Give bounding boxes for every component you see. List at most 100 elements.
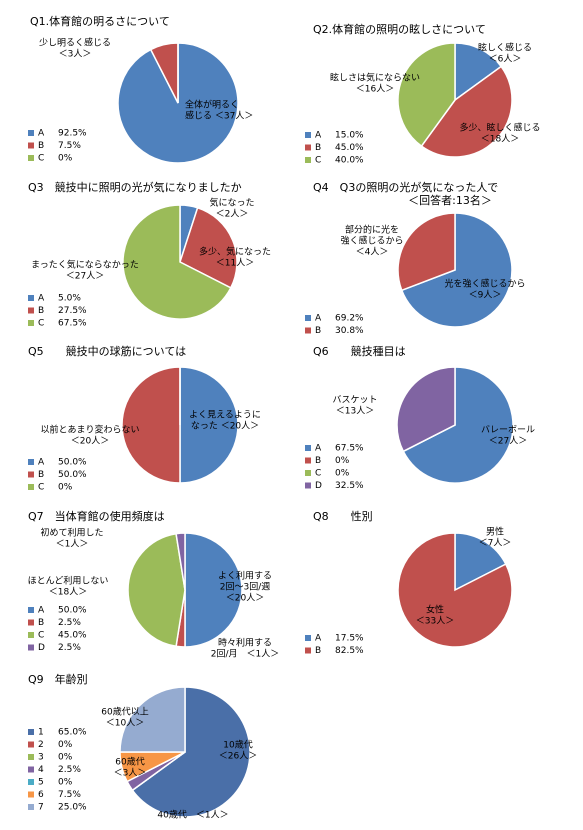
legend-label: D xyxy=(38,643,45,653)
pie-slice xyxy=(119,686,186,753)
legend-value: 50.0% xyxy=(58,470,87,480)
legend-label: C xyxy=(315,469,321,479)
slice-label: ＜3人＞ xyxy=(59,49,92,60)
pie-slice xyxy=(179,366,239,484)
legend-label: B xyxy=(315,143,321,153)
legend-label: A xyxy=(315,131,322,141)
legend-label: B xyxy=(38,141,44,151)
pie-slice xyxy=(454,42,503,102)
pie-slice xyxy=(397,212,456,292)
legend-label: A xyxy=(315,314,322,324)
slice-label: 強く感じるから xyxy=(340,235,403,247)
slice-label: 時々利用する xyxy=(218,637,272,649)
legend-swatch xyxy=(28,779,34,785)
slice-label: 多少、眩しく感じる xyxy=(459,122,540,134)
legend-label: B xyxy=(38,618,44,628)
legend-value: 40.0% xyxy=(335,156,364,166)
legend-swatch xyxy=(305,157,311,163)
legend-swatch xyxy=(28,295,34,301)
legend-swatch xyxy=(28,607,34,613)
slice-label: ＜9人＞ xyxy=(469,290,502,301)
legend-swatch xyxy=(28,766,34,773)
slice-label: ＜20人＞ xyxy=(71,436,109,447)
slice-label: ＜10人＞ xyxy=(106,718,144,729)
slice-label: ＜6人＞ xyxy=(489,54,522,65)
legend-swatch xyxy=(28,155,34,161)
slice-label: 2回～3回/週 xyxy=(220,582,271,593)
chart-subtitle: ＜回答者:13名＞ xyxy=(408,193,492,207)
slice-label: よく見えるように xyxy=(189,410,261,421)
legend-swatch xyxy=(305,132,311,138)
pie-slice xyxy=(396,366,456,453)
slice-label: ＜27人＞ xyxy=(489,436,527,447)
pie-slice xyxy=(420,65,513,158)
slice-label: 多少、気になった xyxy=(199,246,271,258)
legend-value: 50.0% xyxy=(58,458,87,468)
legend-value: 67.5% xyxy=(335,444,364,454)
legend-swatch xyxy=(305,482,311,489)
slice-label: ＜3人＞ xyxy=(114,768,147,779)
legend-label: 4 xyxy=(38,765,44,775)
legend-value: 0% xyxy=(58,778,73,788)
slice-label: 眩しく感じる xyxy=(478,42,532,54)
legend-value: 15.0% xyxy=(335,131,364,141)
slice-label: ＜33人＞ xyxy=(416,616,454,627)
legend-value: 7.5% xyxy=(58,790,81,800)
slice-label: 60歳代 xyxy=(115,756,144,768)
legend-label: A xyxy=(38,458,45,468)
chart-title: Q1.体育館の明るさについて xyxy=(30,14,170,28)
legend-swatch xyxy=(28,484,34,490)
legend-value: 69.2% xyxy=(335,314,364,324)
pie-slice xyxy=(397,532,513,648)
pie-slice xyxy=(127,532,186,648)
chart-title: Q5 競技中の球筋については xyxy=(28,344,186,358)
slice-label: ＜13人＞ xyxy=(336,406,374,417)
legend-swatch xyxy=(28,632,34,638)
legend-value: 0% xyxy=(335,469,350,479)
legend-value: 27.5% xyxy=(58,306,87,316)
slice-label: ほとんど利用しない xyxy=(28,575,109,587)
legend-label: C xyxy=(315,156,321,166)
legend-value: 67.5% xyxy=(58,319,87,329)
legend-value: 92.5% xyxy=(58,129,87,139)
legend-label: A xyxy=(38,129,45,139)
chart-title: Q2.体育館の照明の眩しさについて xyxy=(313,22,486,36)
legend-label: 3 xyxy=(38,753,44,763)
pie-slice xyxy=(184,532,243,648)
legend-value: 0% xyxy=(58,753,73,763)
legend-value: 0% xyxy=(58,483,73,493)
slice-label: ＜27人＞ xyxy=(66,271,104,282)
legend-label: D xyxy=(315,481,322,491)
chart-title: Q9 年齢別 xyxy=(28,672,88,686)
slice-label: ＜7人＞ xyxy=(479,538,512,549)
legend-value: 0% xyxy=(58,154,73,164)
slice-label: ＜16人＞ xyxy=(356,84,394,95)
slice-label: ＜4人＞ xyxy=(356,247,389,258)
chart-title: Q8 性別 xyxy=(313,509,373,523)
legend-value: 0% xyxy=(58,740,73,750)
legend-value: 45.0% xyxy=(335,143,364,153)
legend-swatch xyxy=(28,307,34,314)
legend-value: 65.0% xyxy=(58,728,87,738)
legend-label: B xyxy=(38,306,44,316)
pie-slice xyxy=(400,212,513,328)
legend-label: B xyxy=(315,326,321,336)
slice-label: ＜11人＞ xyxy=(216,258,254,269)
slice-label: ＜18人＞ xyxy=(481,134,519,145)
legend-value: 5.0% xyxy=(58,294,81,304)
legend-value: 2.5% xyxy=(58,618,81,628)
legend-swatch xyxy=(28,804,34,810)
pie-slice xyxy=(131,686,251,818)
slice-label: 少し明るく感じる xyxy=(39,37,111,49)
slice-label: 10歳代 xyxy=(223,739,252,751)
legend-label: A xyxy=(38,606,45,616)
legend-swatch xyxy=(28,644,34,651)
legend-value: 7.5% xyxy=(58,141,81,151)
slice-label: 部分的に光を xyxy=(345,224,399,236)
legend-label: C xyxy=(38,631,44,641)
pie-slice xyxy=(397,42,456,148)
legend-swatch xyxy=(28,729,34,735)
slice-label: ＜20人＞ xyxy=(226,593,264,604)
legend-value: 2.5% xyxy=(58,643,81,653)
